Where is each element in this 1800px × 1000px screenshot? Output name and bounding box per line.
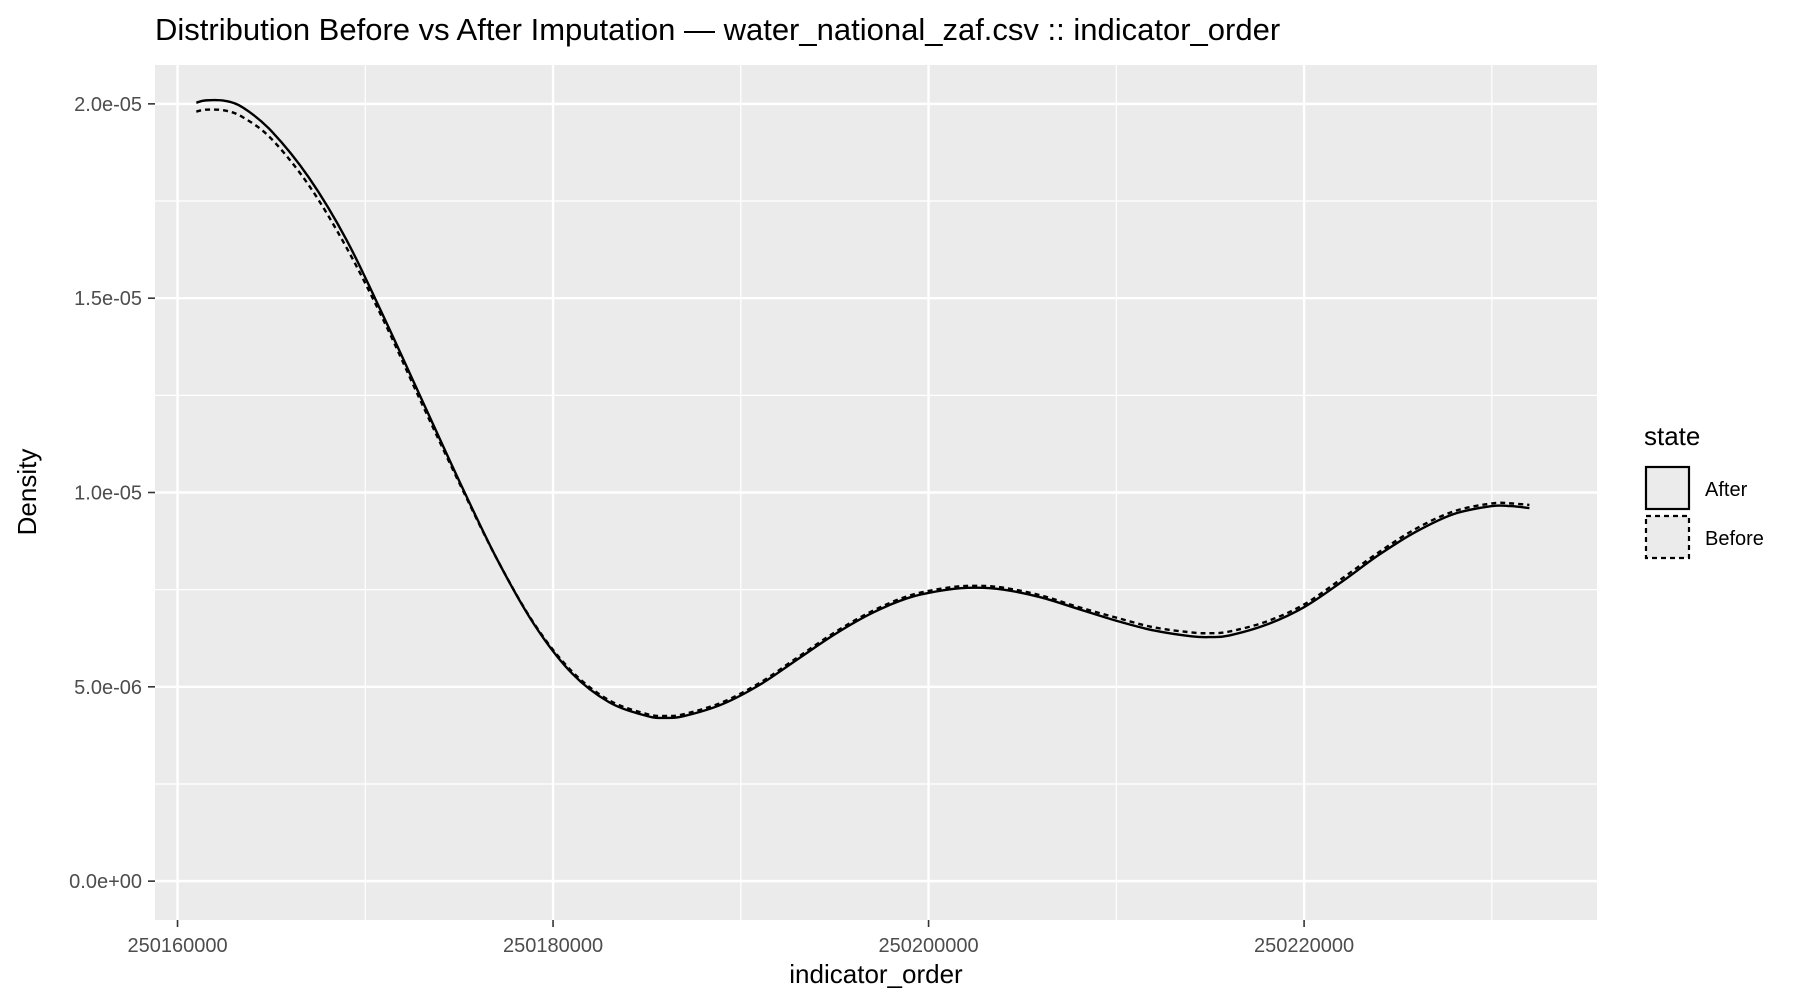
x-axis-title: indicator_order — [789, 959, 963, 989]
series-layer — [195, 98, 1530, 720]
y-tick-label: 1.5e-05 — [74, 288, 142, 310]
x-tick-label: 250220000 — [1254, 935, 1354, 957]
legend-label-before: Before — [1705, 528, 1764, 550]
x-axis: 250160000 250180000 250200000 250220000 — [127, 920, 1354, 957]
legend-entry-before: Before — [1644, 514, 1764, 560]
y-tick-label: 1.0e-05 — [74, 483, 142, 505]
legend-title: state — [1644, 421, 1700, 451]
legend: state After Before — [1644, 421, 1764, 560]
x-tick-label: 250200000 — [879, 935, 979, 957]
legend-label-after: After — [1705, 479, 1748, 501]
y-tick-label: 5.0e-06 — [74, 677, 142, 699]
y-axis: 0.0e+00 5.0e-06 1.0e-05 1.5e-05 2.0e-05 — [69, 94, 155, 893]
legend-key-before — [1644, 514, 1691, 560]
chart-title: Distribution Before vs After Imputation … — [155, 12, 1280, 47]
x-tick-label: 250160000 — [127, 935, 227, 957]
y-axis-title: Density — [12, 449, 42, 536]
series-line-after — [195, 98, 1530, 720]
major-gridlines — [155, 65, 1597, 920]
y-tick-label: 0.0e+00 — [69, 871, 142, 893]
legend-entry-after: After — [1644, 465, 1748, 511]
series-line-before — [196, 108, 1530, 718]
y-tick-label: 2.0e-05 — [74, 94, 142, 116]
legend-key-after — [1644, 465, 1691, 511]
x-tick-label: 250180000 — [503, 935, 603, 957]
